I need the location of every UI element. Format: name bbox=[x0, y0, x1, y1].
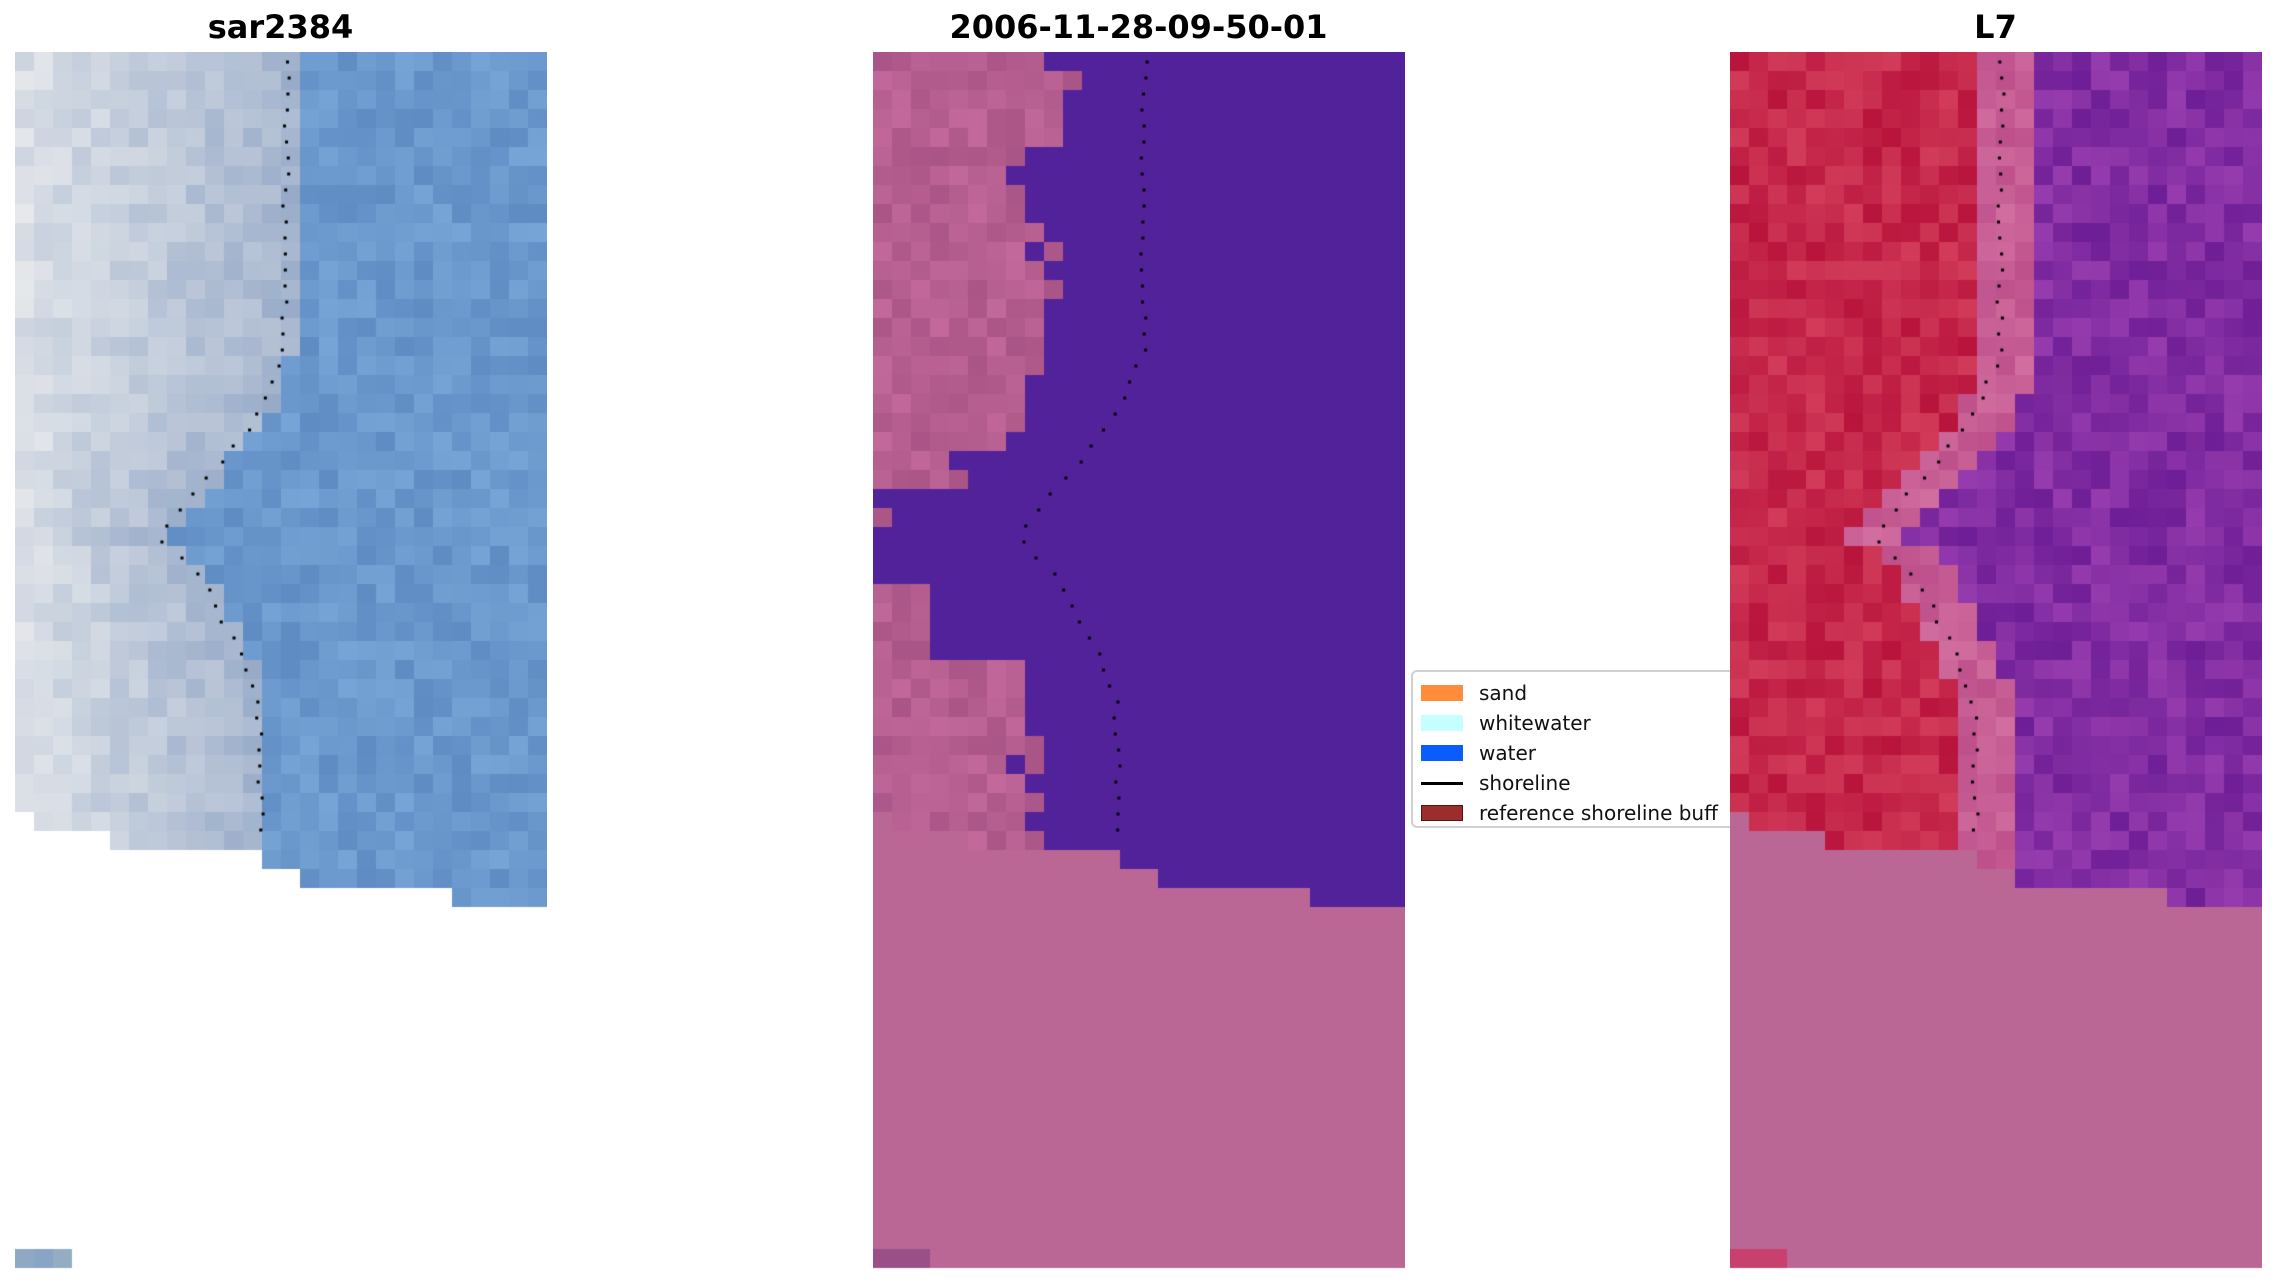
index-image-panel bbox=[1730, 52, 2262, 1269]
legend-label: whitewater bbox=[1479, 711, 1591, 735]
legend-label: water bbox=[1479, 741, 1536, 765]
legend-item-water: water bbox=[1421, 738, 1769, 768]
water-swatch bbox=[1421, 745, 1463, 761]
legend-item-sand: sand bbox=[1421, 678, 1769, 708]
shoreline-line-swatch bbox=[1421, 781, 1463, 785]
panel-title-rgb: sar2384 bbox=[207, 8, 354, 46]
legend: sand whitewater water shoreline referenc… bbox=[1411, 670, 1771, 828]
legend-label: reference shoreline buff bbox=[1479, 801, 1718, 825]
legend-item-shoreline: shoreline bbox=[1421, 768, 1769, 798]
legend-item-reference-shoreline-buffer: reference shoreline buff bbox=[1421, 798, 1769, 828]
whitewater-swatch bbox=[1421, 715, 1463, 731]
rgb-image-panel bbox=[15, 52, 547, 1269]
panel-title-index: L7 bbox=[1974, 8, 2017, 46]
classified-image-panel bbox=[873, 52, 1405, 1269]
panel-title-classified: 2006-11-28-09-50-01 bbox=[949, 8, 1328, 46]
legend-label: sand bbox=[1479, 681, 1528, 705]
legend-label: shoreline bbox=[1479, 771, 1571, 795]
legend-item-whitewater: whitewater bbox=[1421, 708, 1769, 738]
buffer-swatch bbox=[1421, 805, 1463, 821]
sand-swatch bbox=[1421, 685, 1463, 701]
